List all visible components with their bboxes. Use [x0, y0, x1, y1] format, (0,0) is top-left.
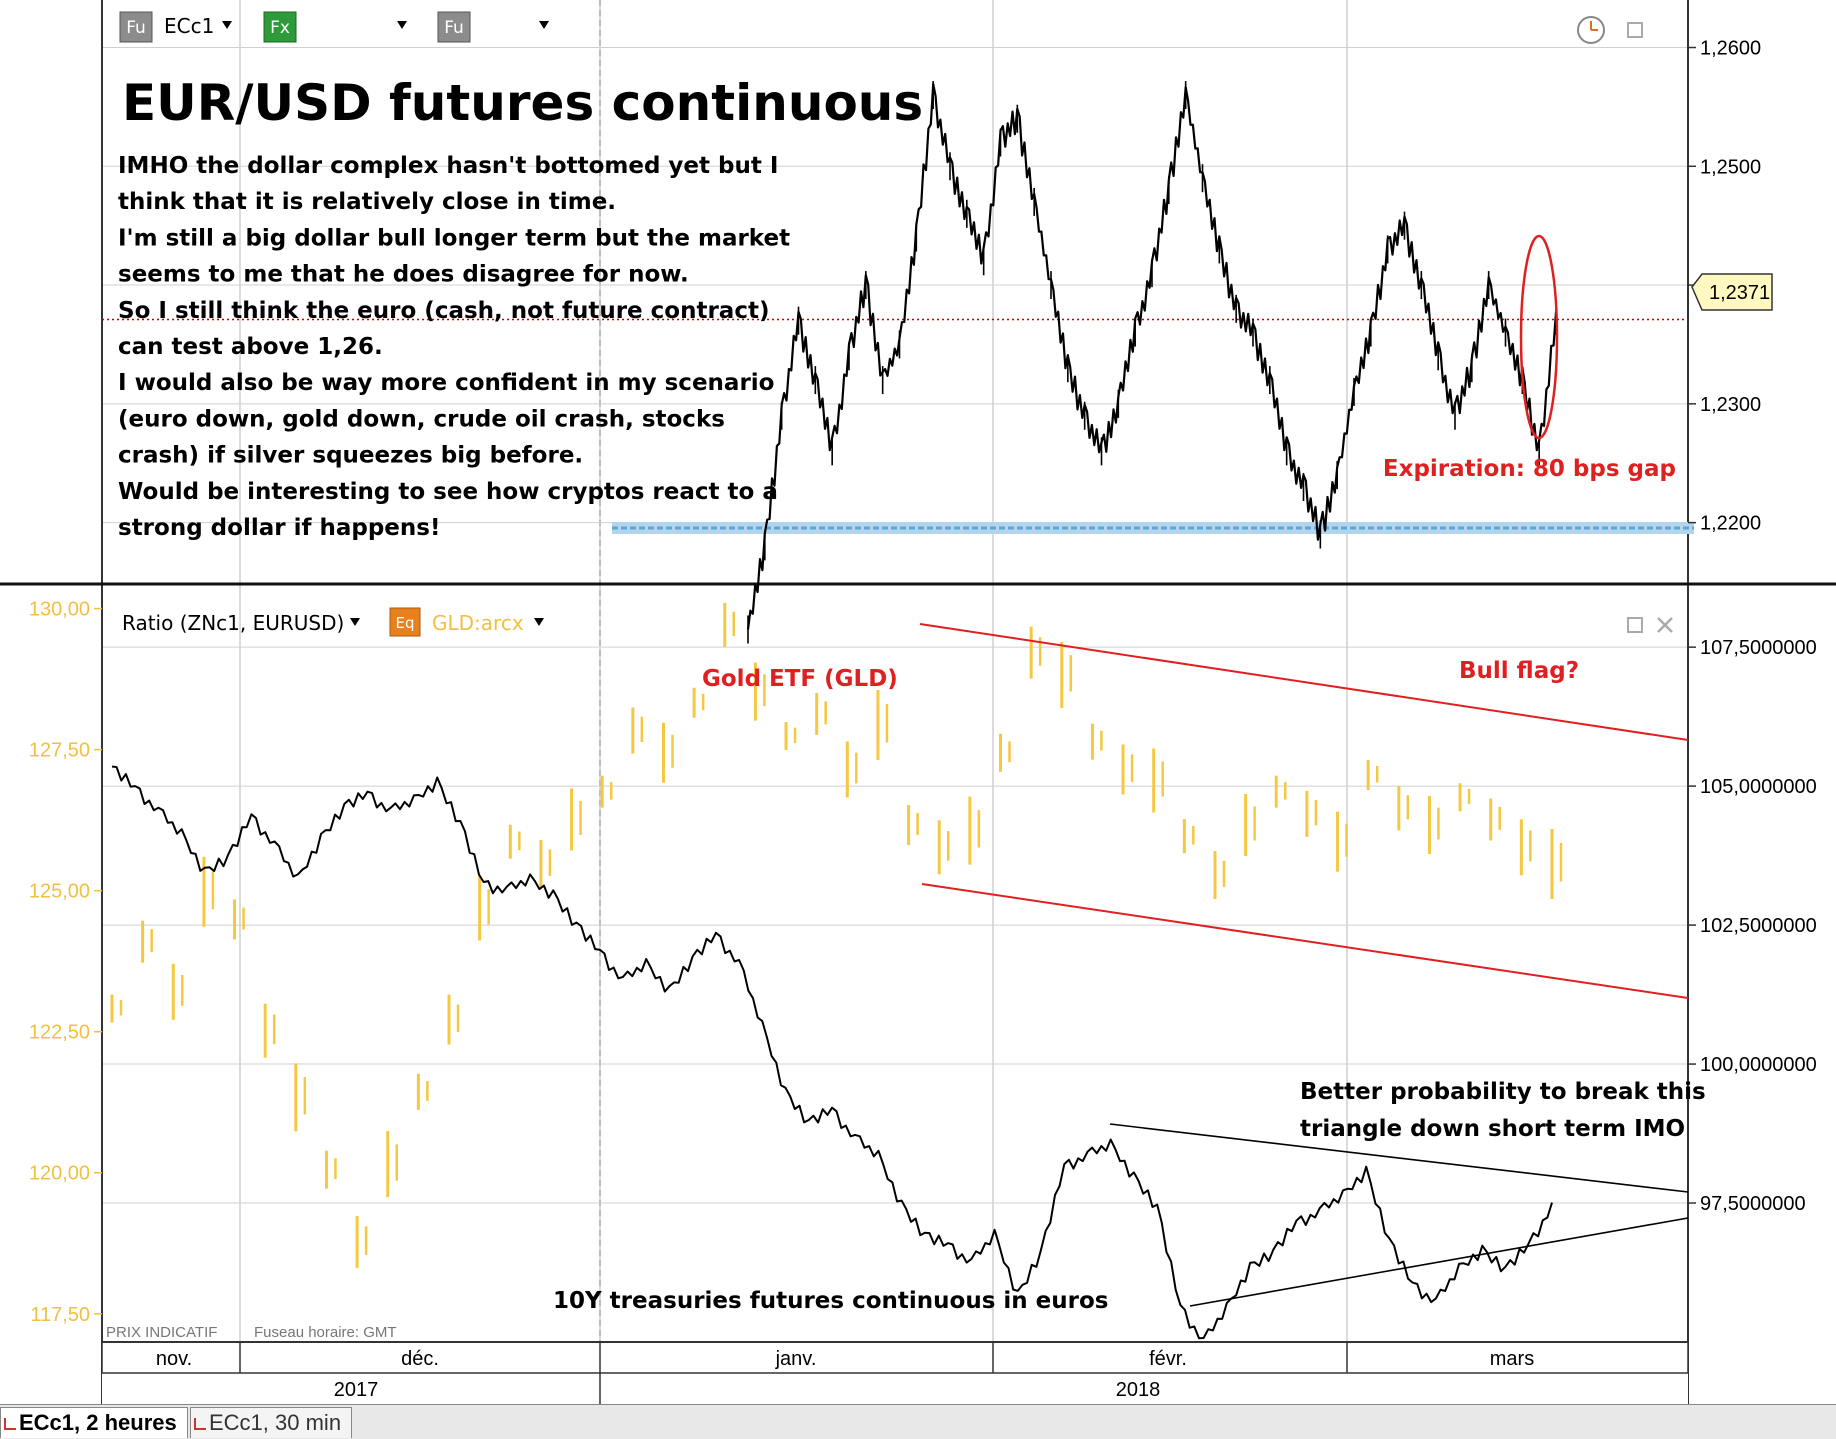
chevron-down-icon[interactable]	[539, 21, 549, 29]
y-tick-label: 1,2300	[1700, 394, 1761, 416]
expiration-gap-ellipse[interactable]	[1519, 234, 1559, 440]
right-y-tick-label: 107,5000000	[1700, 637, 1817, 659]
futures-badge[interactable]	[119, 11, 153, 43]
timezone-note: Fuseau horaire: GMT	[254, 1324, 397, 1341]
symbol-1-selector[interactable]: ECc1	[164, 14, 214, 38]
futures-badge-2-label: Fu	[444, 18, 464, 38]
series-line-ratio	[111, 765, 1553, 1340]
chart-icon	[4, 1418, 16, 1430]
commentary-line: think that it is relatively close in tim…	[118, 189, 616, 215]
equity-badge[interactable]	[389, 607, 421, 637]
left-axis-panel	[0, 0, 102, 1404]
maximize-icon[interactable]	[1627, 617, 1643, 633]
gold-etf-annotation: Gold ETF (GLD)	[702, 666, 898, 692]
month-label: nov.	[156, 1348, 192, 1370]
month-label: févr.	[1149, 1348, 1187, 1370]
flag-lower-trendline[interactable]	[921, 883, 1689, 999]
right-y-tick-label: 105,0000000	[1700, 776, 1817, 798]
triangle-annotation-line-2: triangle down short term IMO	[1300, 1116, 1685, 1142]
commentary-line: So I still think the euro (cash, not fut…	[118, 298, 769, 324]
y-tick-label: 1,2600	[1700, 38, 1761, 60]
indicative-price-note: PRIX INDICATIF	[106, 1324, 217, 1341]
chevron-down-icon[interactable]	[534, 618, 544, 626]
close-icon[interactable]	[1657, 617, 1673, 633]
left-y-tick-label: 120,00	[29, 1163, 90, 1185]
y-tick-label: 1,2200	[1700, 513, 1761, 535]
futures-badge-2[interactable]	[437, 11, 471, 43]
chevron-down-icon[interactable]	[397, 21, 407, 29]
time-axis: nov. déc. janv. févr. mars 2017 2018	[101, 1341, 1689, 1404]
top-toolbar: Fu ECc1 Fx Fu	[119, 11, 1643, 44]
commentary-annotation: IMHO the dollar complex hasn't bottomed …	[118, 153, 790, 541]
fx-badge-label: Fx	[270, 18, 290, 38]
commentary-line: I'm still a big dollar bull longer term …	[118, 225, 790, 251]
chevron-down-icon[interactable]	[222, 21, 232, 29]
left-y-tick-label: 122,50	[29, 1022, 90, 1044]
headline-annotation: EUR/USD futures continuous	[122, 74, 923, 132]
maximize-icon[interactable]	[1627, 22, 1643, 38]
right-y-tick-label: 102,5000000	[1700, 915, 1817, 937]
commentary-line: Would be interesting to see how cryptos …	[118, 479, 778, 505]
tab-label: ECc1, 30 min	[209, 1410, 342, 1435]
triangle-upper-trendline[interactable]	[1109, 1123, 1689, 1193]
equity-badge-label: Eq	[396, 614, 415, 632]
last-price-tag: 1,2371	[1691, 273, 1773, 311]
y-tick-label: 1,2500	[1700, 156, 1761, 178]
futures-badge-label: Fu	[126, 18, 146, 38]
flag-upper-trendline[interactable]	[919, 623, 1689, 741]
commentary-line: seems to me that he does disagree for no…	[118, 262, 689, 288]
tab-label: ECc1, 2 heures	[19, 1410, 177, 1435]
chart-icon	[194, 1418, 206, 1430]
left-y-tick-label: 130,00	[29, 599, 90, 621]
chevron-down-icon[interactable]	[350, 618, 360, 626]
treasuries-annotation: 10Y treasuries futures continuous in eur…	[553, 1288, 1108, 1314]
bull-flag-annotation: Bull flag?	[1459, 658, 1579, 684]
month-label: janv.	[775, 1348, 817, 1370]
fx-badge[interactable]	[263, 11, 297, 43]
left-y-tick-label: 117,50	[30, 1304, 90, 1326]
month-label: déc.	[401, 1348, 439, 1370]
triangle-annotation-line-1: Better probability to break this	[1300, 1079, 1706, 1105]
right-axis-panel	[1688, 0, 1836, 1344]
left-y-tick-label: 127,50	[29, 740, 90, 762]
commentary-line: I would also be way more confident in my…	[118, 370, 774, 396]
tab-ecc1-2h[interactable]: ECc1, 2 heures	[0, 1407, 188, 1438]
commentary-line: crash) if silver squeezes big before.	[118, 443, 583, 469]
month-label: mars	[1490, 1348, 1534, 1370]
expiration-annotation: Expiration: 80 bps gap	[1383, 456, 1676, 482]
year-label: 2018	[1116, 1379, 1161, 1401]
bottom-toolbar: Ratio (ZNc1, EURUSD) Eq GLD:arcx	[122, 607, 1673, 637]
commentary-line: strong dollar if happens!	[118, 515, 440, 541]
ratio-series-selector[interactable]: Ratio (ZNc1, EURUSD)	[122, 611, 344, 635]
gld-series-selector[interactable]: GLD:arcx	[432, 611, 524, 635]
tab-ecc1-30min[interactable]: ECc1, 30 min	[190, 1407, 353, 1438]
commentary-line: can test above 1,26.	[118, 334, 383, 360]
right-y-tick-label: 100,0000000	[1700, 1054, 1817, 1076]
last-price-label: 1,2371	[1709, 282, 1770, 304]
triangle-lower-trendline[interactable]	[1189, 1217, 1689, 1307]
commentary-line: (euro down, gold down, crude oil crash, …	[118, 406, 725, 432]
left-y-tick-label: 125,00	[29, 881, 90, 903]
year-label: 2017	[334, 1379, 379, 1401]
commentary-line: IMHO the dollar complex hasn't bottomed …	[118, 153, 778, 179]
right-y-tick-label: 97,5000000	[1700, 1193, 1806, 1215]
tab-bar: ECc1, 2 heures ECc1, 30 min	[0, 1404, 1836, 1439]
